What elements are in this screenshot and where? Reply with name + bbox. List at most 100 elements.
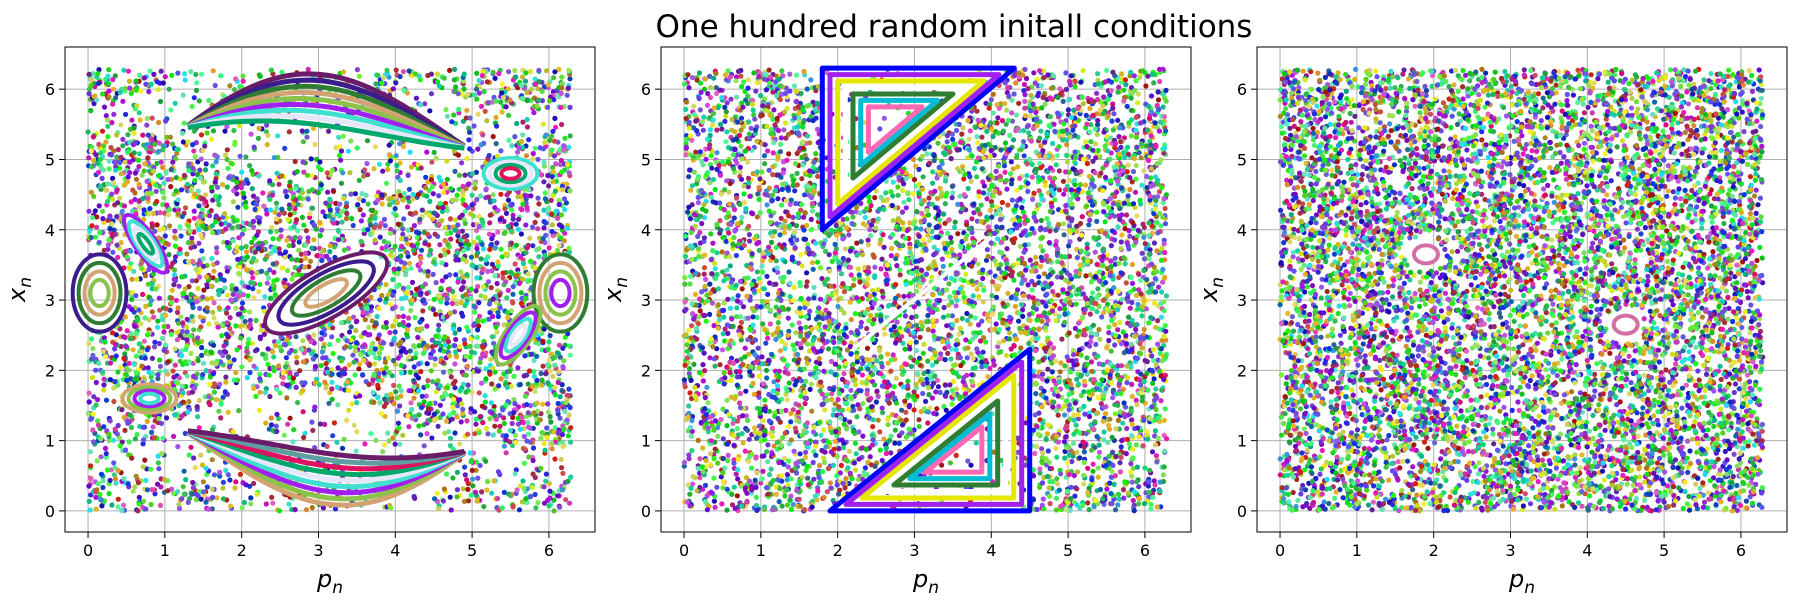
scatter-point	[515, 149, 521, 155]
scatter-point	[185, 139, 191, 145]
scatter-point	[238, 245, 245, 251]
scatter-point	[447, 443, 453, 449]
scatter-point	[415, 192, 421, 198]
scatter-point	[491, 404, 497, 410]
scatter-point	[223, 467, 229, 473]
scatter-point	[547, 488, 553, 494]
scatter-point	[212, 179, 218, 185]
scatter-point	[156, 119, 162, 126]
scatter-point	[526, 424, 532, 430]
scatter-point	[724, 129, 730, 135]
scatter-point	[126, 419, 132, 425]
scatter-point	[547, 368, 553, 374]
scatter-point	[146, 369, 152, 375]
scatter-point	[376, 332, 382, 338]
scatter-point	[289, 276, 295, 282]
scatter-point	[352, 348, 358, 354]
scatter-point	[432, 231, 438, 237]
scatter-point	[293, 197, 299, 203]
scatter-point	[303, 507, 310, 513]
scatter-point	[233, 370, 239, 376]
scatter-point	[436, 506, 442, 512]
scatter-point	[962, 248, 968, 255]
scatter-point	[362, 167, 368, 173]
scatter-point	[377, 297, 383, 303]
scatter-point	[302, 380, 308, 386]
scatter-point	[410, 191, 416, 197]
scatter-point	[499, 90, 505, 96]
scatter-point	[352, 344, 358, 350]
scatter-point	[287, 370, 293, 376]
scatter-point	[568, 425, 574, 431]
scatter-point	[437, 383, 443, 389]
scatter-point	[386, 142, 392, 148]
scatter-point	[534, 103, 540, 109]
scatter-point	[167, 223, 173, 229]
scatter-point	[230, 238, 237, 244]
scatter-point	[525, 410, 531, 416]
scatter-point	[454, 300, 460, 307]
scatter-point	[186, 284, 192, 290]
scatter-point	[440, 411, 446, 417]
scatter-point	[115, 504, 121, 510]
scatter-point	[183, 477, 189, 483]
scatter-point	[254, 270, 260, 276]
scatter-point	[94, 487, 100, 493]
scatter-point	[245, 293, 251, 299]
scatter-point	[540, 338, 546, 344]
scatter-point	[428, 368, 434, 374]
scatter-point	[529, 484, 536, 490]
scatter-point	[270, 500, 276, 506]
scatter-point	[300, 359, 306, 365]
scatter-point	[433, 155, 439, 161]
scatter-point	[209, 255, 215, 262]
scatter-point	[276, 508, 283, 514]
island-curve	[126, 219, 165, 269]
scatter-point	[417, 267, 423, 273]
scatter-point	[203, 199, 209, 205]
scatter-point	[460, 256, 466, 262]
scatter-point	[184, 294, 190, 301]
scatter-point	[404, 250, 410, 256]
scatter-point	[532, 145, 538, 151]
scatter-points	[85, 66, 574, 514]
scatter-point	[172, 234, 178, 240]
scatter-point	[224, 320, 230, 326]
scatter-point	[237, 471, 243, 477]
scatter-point	[368, 431, 374, 437]
scatter-point	[344, 338, 350, 344]
scatter-point	[490, 432, 496, 438]
scatter-point	[480, 219, 486, 225]
scatter-point	[189, 389, 195, 395]
scatter-point	[491, 198, 497, 204]
scatter-point	[362, 330, 368, 336]
scatter-point	[432, 356, 438, 362]
scatter-point	[134, 103, 140, 109]
scatter-point	[189, 103, 195, 110]
scatter-point	[305, 196, 311, 202]
scatter-point	[452, 330, 458, 336]
scatter-point	[136, 181, 142, 188]
scatter-point	[495, 310, 501, 316]
scatter-point	[411, 377, 417, 384]
island-curve	[276, 259, 376, 327]
scatter-point	[209, 295, 215, 301]
scatter-point	[352, 372, 358, 378]
island-curve	[82, 269, 117, 317]
scatter-point	[427, 247, 434, 253]
scatter-point	[381, 396, 388, 402]
scatter-point	[413, 350, 419, 356]
scatter-point	[274, 386, 280, 392]
scatter-point	[193, 71, 199, 78]
scatter-point	[218, 415, 224, 421]
scatter-point	[305, 66, 311, 72]
scatter-point	[416, 412, 422, 418]
scatter-point	[153, 182, 159, 188]
scatter-point	[184, 251, 190, 257]
scatter-point	[447, 353, 453, 359]
scatter-point	[87, 228, 93, 234]
island-curve	[136, 231, 156, 256]
scatter-point	[254, 491, 260, 497]
scatter-point	[431, 210, 437, 216]
scatter-point	[461, 71, 467, 77]
